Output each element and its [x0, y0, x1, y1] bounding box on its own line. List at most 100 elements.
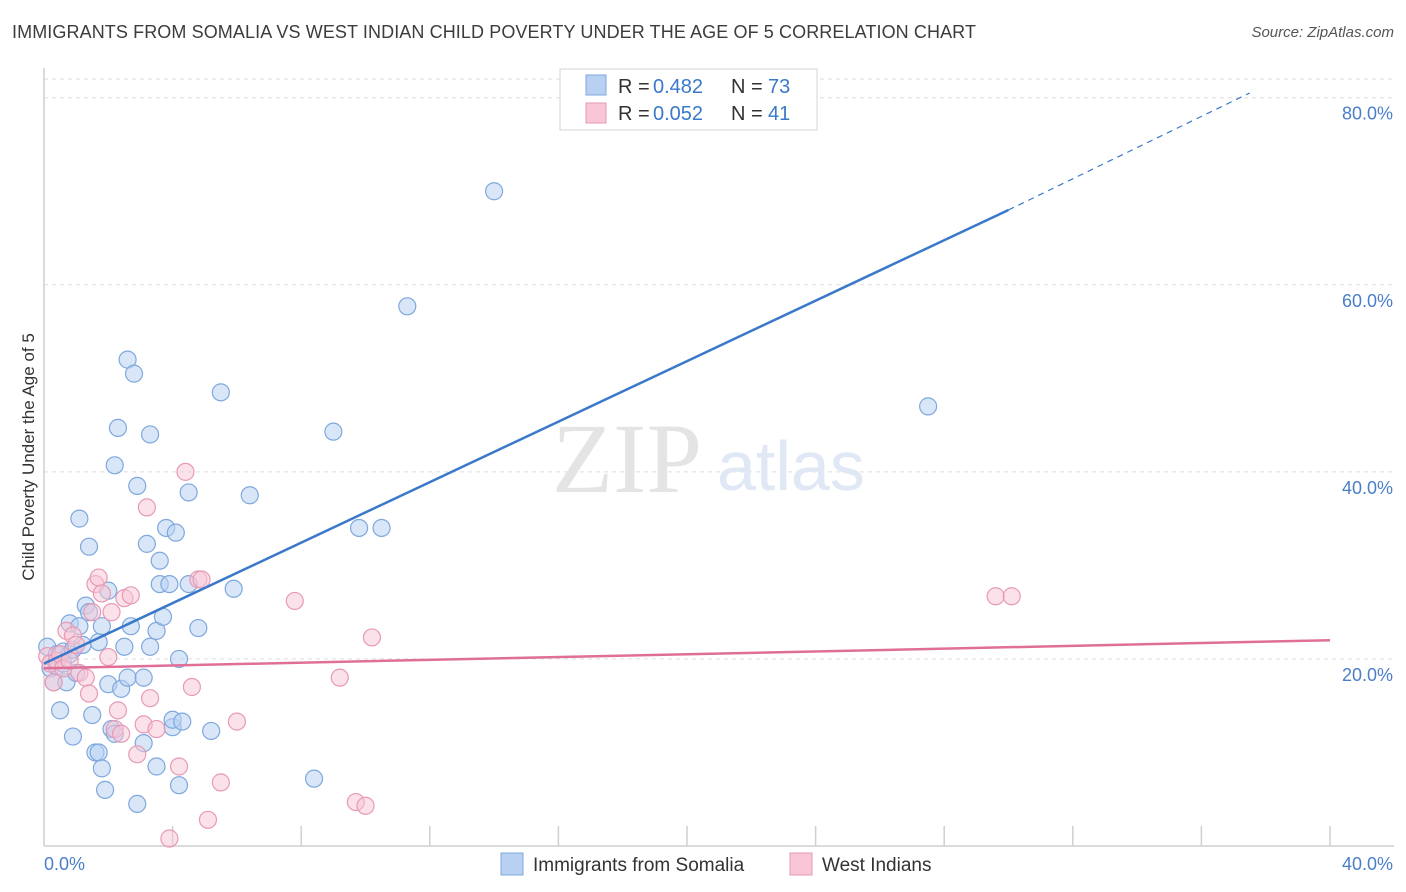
westindian-point-26 — [137, 498, 156, 517]
westindian-point-13 — [83, 603, 102, 622]
y-tick-label-0: 20.0% — [1342, 665, 1393, 685]
westindian-point-42 — [362, 628, 382, 647]
somalia-point-40 — [128, 794, 147, 814]
legend-n-label-somalia: N = — [731, 76, 768, 98]
legend-r-value-somalia: 0.482 — [653, 76, 703, 98]
somalia-point-55 — [166, 523, 185, 542]
westindian-point-12 — [79, 684, 99, 703]
chart-source: Source: ZipAtlas.com — [1251, 24, 1394, 41]
westindian-point-41 — [356, 796, 375, 815]
somalia-point-46 — [147, 757, 166, 776]
somalia-point-69 — [372, 518, 391, 538]
westindian-point-21 — [112, 724, 131, 743]
somalia-point-34 — [115, 637, 134, 656]
legend-n-value-westindian: 41 — [768, 103, 790, 125]
westindian-point-2 — [44, 673, 63, 692]
axes — [43, 68, 1394, 847]
trend-line-somalia-extension — [1008, 92, 1250, 211]
legend-swatch-westindian — [585, 102, 607, 124]
somalia-point-15 — [70, 509, 89, 528]
somalia-point-71 — [485, 182, 504, 201]
legend-r-label-somalia: R = — [618, 76, 655, 98]
somalia-point-57 — [169, 776, 189, 795]
legend-r-value-westindian: 0.052 — [653, 103, 703, 125]
somalia-point-65 — [240, 486, 259, 505]
westindian-point-27 — [140, 689, 160, 708]
westindian-point-29 — [160, 829, 179, 848]
somalia-point-20 — [83, 705, 102, 725]
westindian-point-15 — [89, 568, 108, 587]
legend-r-label-westindian: R = — [618, 103, 655, 125]
westindian-point-44 — [1002, 587, 1021, 606]
somalia-point-11 — [63, 727, 83, 746]
somalia-point-68 — [349, 518, 369, 538]
somalia-point-26 — [95, 780, 115, 799]
y-tick-label-3: 80.0% — [1342, 104, 1393, 124]
westindian-point-16 — [92, 584, 111, 603]
series-westindian-points — [38, 462, 1021, 848]
somalia-point-39 — [128, 476, 147, 495]
westindian-point-28 — [147, 719, 166, 739]
y-tick-label-2: 60.0% — [1342, 291, 1393, 311]
westindian-point-31 — [176, 462, 195, 481]
westindian-point-11 — [76, 668, 95, 687]
y-tick-labels: 20.0% 40.0% 60.0% 80.0% — [1342, 104, 1393, 685]
westindian-point-18 — [102, 603, 121, 622]
somalia-point-61 — [189, 618, 208, 638]
somalia-point-30 — [105, 456, 124, 475]
somalia-point-66 — [304, 769, 324, 788]
x-tick-label-1: 40.0% — [1342, 854, 1393, 874]
somalia-point-5 — [50, 701, 70, 720]
somalia-point-45 — [140, 425, 160, 444]
bottom-legend-swatch-westindian — [789, 852, 813, 876]
somalia-point-62 — [202, 721, 221, 741]
westindian-point-30 — [169, 757, 189, 776]
x-tick-label-0: 0.0% — [44, 854, 85, 874]
westindian-point-24 — [128, 745, 147, 764]
somalia-point-59 — [179, 483, 198, 502]
westindian-point-37 — [227, 712, 246, 731]
y-axis-label: Child Poverty Under the Age of 5 — [19, 333, 38, 581]
somalia-point-43 — [137, 534, 156, 553]
y-tick-label-1: 40.0% — [1342, 478, 1393, 498]
bottom-legend-label-westindian: West Indians — [822, 855, 931, 876]
trend-line-somalia — [43, 208, 1010, 665]
westindian-point-35 — [198, 810, 218, 829]
legend-swatch-somalia — [585, 74, 607, 96]
bottom-legend-label-somalia: Immigrants from Somalia — [533, 855, 745, 876]
somalia-point-31 — [108, 418, 128, 437]
westindian-point-20 — [108, 701, 128, 720]
chart-title: IMMIGRANTS FROM SOMALIA VS WEST INDIAN C… — [12, 22, 977, 42]
x-tick-labels: 0.0% 40.0% — [44, 854, 1393, 874]
westindian-point-38 — [285, 591, 304, 611]
bottom-legend: Immigrants from Somalia West Indians — [500, 852, 931, 876]
somalia-point-36 — [118, 668, 137, 687]
somalia-point-22 — [89, 743, 108, 762]
somalia-point-44 — [140, 637, 160, 656]
westindian-point-39 — [330, 668, 349, 687]
westindian-point-36 — [211, 773, 230, 792]
somalia-point-24 — [92, 759, 111, 778]
somalia-point-42 — [134, 668, 153, 687]
somalia-point-58 — [173, 712, 192, 731]
westindian-point-43 — [986, 587, 1005, 606]
somalia-point-38 — [124, 364, 144, 383]
trend-lines — [43, 92, 1331, 670]
legend-n-label-westindian: N = — [731, 103, 768, 125]
trend-line-westindian — [43, 638, 1331, 670]
somalia-point-52 — [160, 574, 179, 594]
westindian-point-32 — [182, 677, 201, 697]
legend-n-value-somalia: 73 — [768, 76, 790, 98]
watermark-zip: ZIP — [552, 403, 702, 514]
westindian-point-34 — [192, 570, 211, 589]
westindian-point-23 — [121, 586, 140, 605]
somalia-point-72 — [919, 397, 938, 416]
somalia-point-25 — [92, 617, 111, 636]
legend-box: R = 0.482 N = 73 R = 0.052 N = 41 — [559, 68, 818, 131]
bottom-legend-swatch-somalia — [500, 852, 524, 876]
somalia-point-56 — [169, 649, 189, 669]
somalia-point-48 — [150, 551, 169, 570]
somalia-point-63 — [211, 383, 230, 402]
westindian-point-17 — [99, 647, 118, 667]
